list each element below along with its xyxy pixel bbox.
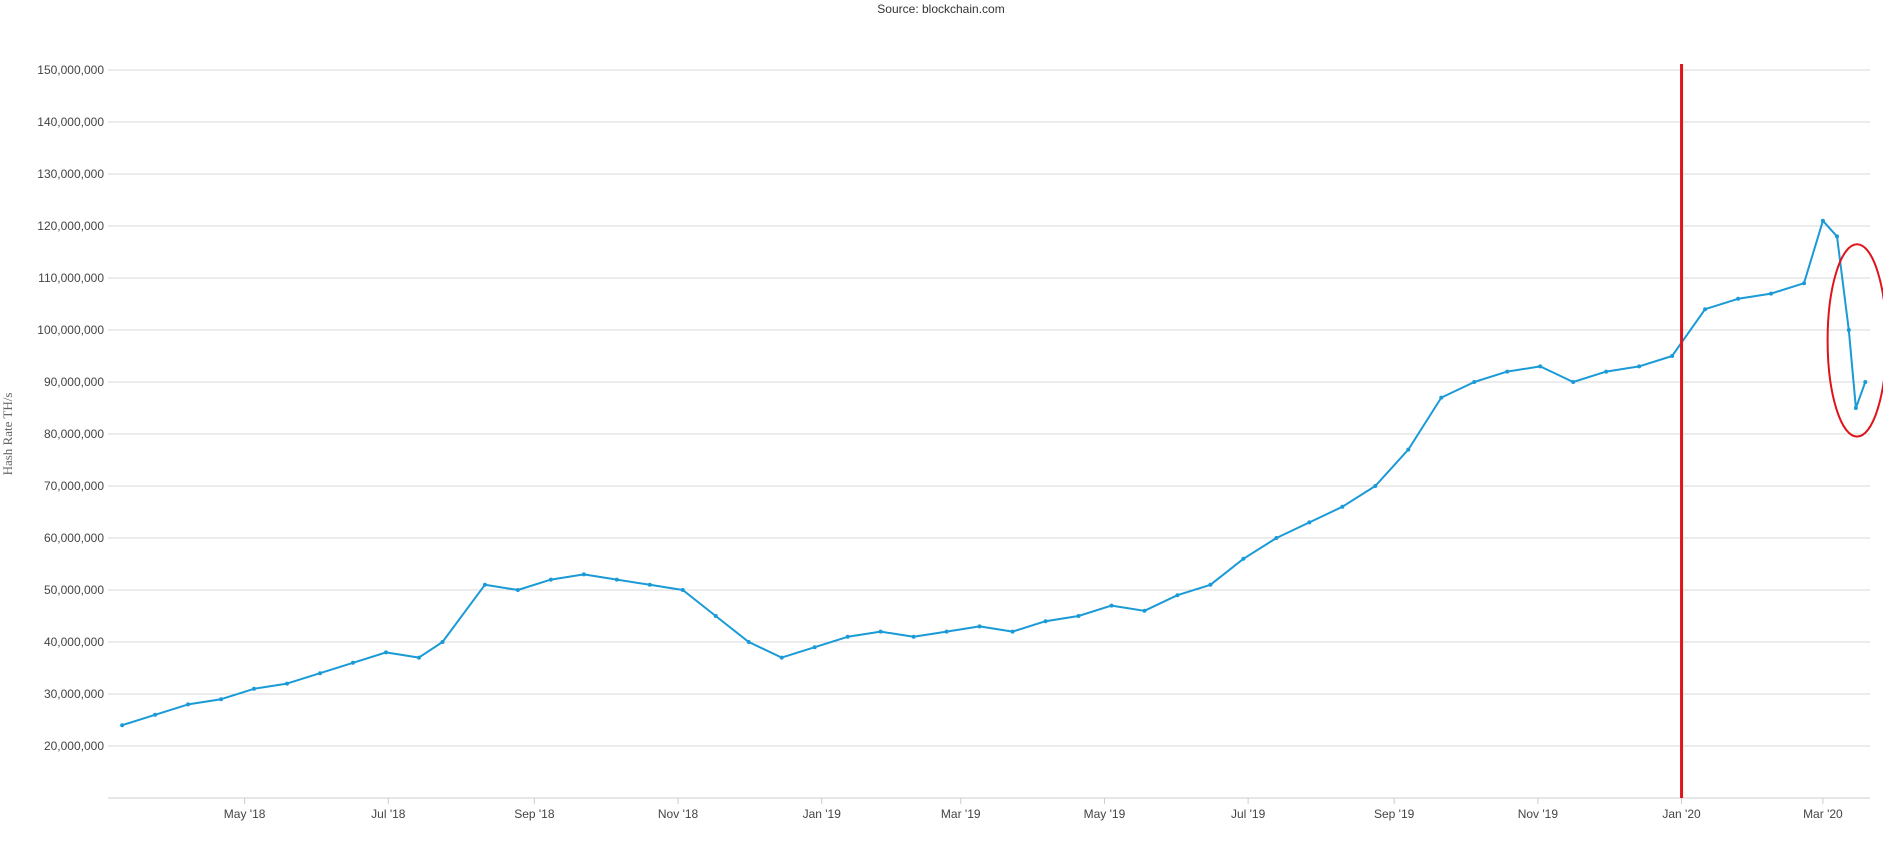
- series-point: [746, 640, 751, 644]
- y-tick-label: 130,000,000: [37, 167, 104, 181]
- series-point: [186, 702, 191, 707]
- series-point: [1241, 556, 1246, 561]
- series-point: [1670, 354, 1675, 358]
- series-point: [878, 629, 883, 634]
- x-tick-label: Sep '18: [514, 807, 555, 821]
- series-point: [680, 588, 685, 592]
- highlight-ellipse: [1826, 243, 1883, 438]
- series-point: [1076, 614, 1081, 618]
- series-point: [383, 650, 388, 655]
- y-tick-label: 80,000,000: [44, 427, 104, 441]
- series-point: [1802, 281, 1807, 286]
- x-tick-label: Jul '18: [371, 807, 406, 821]
- series-point: [252, 686, 257, 691]
- series-point: [1439, 395, 1444, 400]
- y-tick-label: 70,000,000: [44, 479, 104, 493]
- y-tick-label: 60,000,000: [44, 531, 104, 545]
- series-point: [911, 634, 916, 639]
- series-point: [1307, 520, 1312, 525]
- series-point: [416, 655, 421, 660]
- y-tick-label: 40,000,000: [44, 635, 104, 649]
- chart-source: Source: blockchain.com: [877, 2, 1004, 16]
- y-tick-label: 20,000,000: [44, 739, 104, 753]
- series-point: [1472, 380, 1477, 384]
- series-point: [1175, 593, 1180, 598]
- y-gridlines: [108, 69, 1870, 799]
- y-tick-label: 50,000,000: [44, 583, 104, 597]
- y-tick-label: 110,000,000: [38, 271, 104, 285]
- annotation-layer: [1680, 64, 1883, 798]
- y-tick-label: 120,000,000: [37, 219, 104, 233]
- y-tick-label: 30,000,000: [44, 687, 104, 701]
- series-point: [713, 614, 718, 618]
- y-tick-label: 90,000,000: [44, 375, 104, 389]
- x-tick-label: May '19: [1084, 807, 1126, 821]
- series-point: [614, 577, 619, 582]
- series-point: [1109, 603, 1114, 608]
- x-tick-label: Sep '19: [1374, 807, 1415, 821]
- series-point: [120, 723, 125, 728]
- series-point: [219, 697, 224, 702]
- series-point: [1142, 608, 1147, 613]
- series-point: [515, 588, 520, 592]
- series-point: [1043, 619, 1048, 624]
- series-point: [1538, 364, 1543, 369]
- y-tick-labels: 20,000,000 30,000,000 40,000,000 50,000,000…: [37, 63, 104, 753]
- x-tick-labels: May '18 Jul '18 Sep '18 Nov '18 Jan '19 Mar '…: [224, 798, 1843, 821]
- series-point: [779, 655, 784, 660]
- series-point: [977, 624, 982, 629]
- series-line: [121, 219, 1867, 727]
- series-point: [1853, 406, 1858, 410]
- series-point: [285, 681, 290, 686]
- series-point: [1208, 582, 1213, 587]
- x-tick-label: May '18: [224, 807, 266, 821]
- y-tick-label: 100,000,000: [37, 323, 104, 337]
- series-point: [318, 671, 323, 676]
- series-point: [1846, 328, 1851, 332]
- series-point: [1010, 629, 1015, 634]
- x-tick-label: Nov '18: [658, 807, 699, 821]
- x-tick-label: Jan '20: [1662, 807, 1701, 821]
- series-point: [1703, 307, 1708, 312]
- series-point: [1274, 536, 1279, 540]
- x-tick-label: Jul '19: [1231, 807, 1266, 821]
- series-point: [1637, 364, 1642, 369]
- series-point: [1820, 218, 1825, 223]
- series-point: [845, 634, 850, 639]
- series-point: [944, 629, 949, 634]
- series-point: [1373, 484, 1378, 488]
- x-tick-label: Mar '20: [1803, 807, 1843, 821]
- x-tick-label: Mar '19: [941, 807, 981, 821]
- series-point: [812, 645, 817, 650]
- series-point: [1736, 296, 1741, 301]
- series-point: [440, 640, 445, 644]
- series-point: [1863, 380, 1868, 384]
- series-point: [548, 577, 553, 582]
- y-tick-label: 150,000,000: [37, 63, 104, 77]
- series-point: [1835, 234, 1840, 239]
- series-point: [482, 582, 487, 587]
- series-point: [1769, 291, 1774, 296]
- series-point: [581, 572, 586, 577]
- series-point: [153, 712, 158, 717]
- series-point: [1406, 447, 1411, 452]
- series-point: [1604, 369, 1609, 374]
- series-layer: [120, 218, 1868, 728]
- series-point: [350, 660, 355, 665]
- series-point: [647, 582, 652, 587]
- x-tick-label: Nov '19: [1518, 807, 1559, 821]
- y-axis-label: Hash Rate TH/s: [0, 393, 15, 476]
- x-tick-label: Jan '19: [803, 807, 842, 821]
- y-tick-label: 140,000,000: [37, 115, 104, 129]
- series-point: [1340, 504, 1345, 509]
- series-point: [1505, 369, 1510, 374]
- series-point: [1571, 380, 1576, 384]
